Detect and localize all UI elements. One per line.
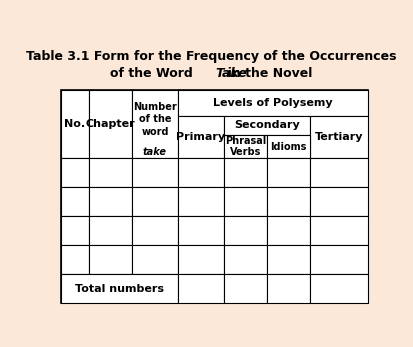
Bar [224,245,267,274]
Text: Primary: Primary [176,132,225,142]
Bar [224,116,310,135]
Bar [89,216,132,245]
Bar [178,158,224,187]
Bar [61,216,89,245]
Bar [224,135,267,158]
Bar [178,116,224,158]
Bar [89,245,132,274]
Bar [224,274,267,304]
Bar [267,274,310,304]
Bar [224,216,267,245]
Bar [224,158,267,187]
Bar [310,245,368,274]
Bar [310,216,368,245]
Bar [132,187,178,216]
Bar [178,187,224,216]
Bar [310,116,368,158]
Bar [178,90,368,116]
Text: take: take [143,147,167,157]
Bar [61,187,89,216]
Text: Take: Take [216,67,247,80]
Bar [89,158,132,187]
Text: Number
of the
word: Number of the word [133,102,177,136]
Text: Tertiary: Tertiary [315,132,363,142]
Bar [89,187,132,216]
Bar [178,216,224,245]
Bar [61,90,89,158]
Bar [61,245,89,274]
Bar [310,274,368,304]
Bar [224,187,267,216]
Bar [310,158,368,187]
Bar [267,187,310,216]
Bar [132,216,178,245]
Text: Total numbers: Total numbers [75,284,164,294]
Bar [89,90,132,158]
Text: Idioms: Idioms [271,142,307,152]
Bar [267,135,310,158]
Bar [61,274,178,304]
Bar [61,158,89,187]
Bar [178,245,224,274]
Bar [61,90,368,304]
Bar [132,158,178,187]
Bar [267,245,310,274]
Bar [132,90,178,158]
Bar [178,274,224,304]
Text: Secondary: Secondary [234,120,300,130]
Bar [267,216,310,245]
Text: Levels of Polysemy: Levels of Polysemy [214,98,333,108]
Text: Phrasal
Verbs: Phrasal Verbs [225,136,266,157]
Bar [310,187,368,216]
Text: Chapter: Chapter [85,119,135,129]
Text: Table 3.1 Form for the Frequency of the Occurrences: Table 3.1 Form for the Frequency of the … [26,50,397,63]
Text: of the Word        in the Novel: of the Word in the Novel [110,67,313,80]
Bar [267,158,310,187]
Bar [132,245,178,274]
Text: No.: No. [64,119,85,129]
